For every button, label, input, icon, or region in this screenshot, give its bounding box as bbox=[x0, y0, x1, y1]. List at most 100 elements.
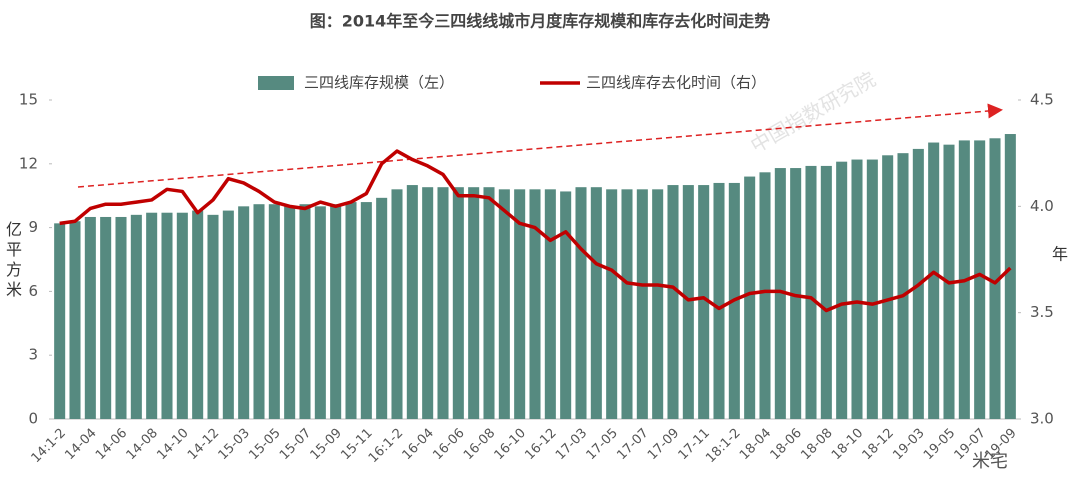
x-tick-label: 18-10 bbox=[829, 426, 866, 463]
bar bbox=[544, 189, 556, 419]
x-tick-label: 14-10 bbox=[154, 426, 191, 463]
bar bbox=[299, 204, 311, 419]
bar bbox=[376, 197, 388, 419]
legend-label: 三四线库存去化时间（右） bbox=[586, 74, 766, 92]
bar bbox=[805, 165, 817, 419]
x-tick-label: 16-04 bbox=[400, 426, 437, 463]
bar bbox=[130, 214, 142, 419]
bar bbox=[238, 206, 250, 419]
bar bbox=[851, 159, 863, 419]
x-tick-label: 14-04 bbox=[62, 426, 99, 463]
bar bbox=[391, 189, 403, 419]
x-tick-label: 19-03 bbox=[890, 426, 927, 463]
bar bbox=[406, 185, 418, 419]
bar bbox=[54, 223, 66, 419]
bar bbox=[897, 153, 909, 419]
bar bbox=[774, 168, 786, 419]
y2-tick-label: 3.5 bbox=[1030, 303, 1054, 321]
x-tick-label: 16-12 bbox=[522, 426, 559, 463]
bar bbox=[974, 140, 986, 419]
bar bbox=[790, 168, 802, 419]
bar bbox=[69, 221, 81, 419]
y-tick-label: 12 bbox=[19, 154, 38, 172]
y2-tick-label: 3.0 bbox=[1030, 410, 1054, 428]
y-tick-label: 15 bbox=[19, 91, 38, 109]
bar bbox=[115, 216, 127, 419]
x-tick-label: 16-10 bbox=[492, 426, 529, 463]
x-tick-label: 18:1-2 bbox=[703, 426, 743, 466]
x-tick-label: 15-03 bbox=[216, 426, 253, 463]
x-tick-label: 14-08 bbox=[124, 426, 161, 463]
x-tick-label: 17-07 bbox=[614, 426, 651, 463]
logo: 米宅 bbox=[972, 451, 1008, 472]
bar bbox=[268, 204, 280, 419]
bar bbox=[1004, 134, 1016, 419]
x-tick-label: 16-06 bbox=[430, 426, 467, 463]
y-axis-label: 亿平方米 bbox=[6, 220, 22, 299]
bar bbox=[667, 185, 679, 419]
bar bbox=[468, 187, 480, 419]
bar bbox=[437, 187, 449, 419]
bar bbox=[483, 187, 495, 419]
x-tick-label: 15-09 bbox=[308, 426, 345, 463]
bar bbox=[636, 189, 648, 419]
bar bbox=[284, 206, 296, 419]
bar bbox=[84, 216, 96, 419]
bar bbox=[560, 191, 572, 419]
bar bbox=[314, 206, 326, 419]
x-tick-label: 16:1-2 bbox=[366, 426, 406, 466]
bar bbox=[698, 185, 710, 419]
bar bbox=[360, 202, 372, 419]
legend-label: 三四线库存规模（左） bbox=[304, 74, 454, 92]
bar bbox=[345, 202, 357, 419]
bar bbox=[989, 138, 1001, 419]
bar bbox=[820, 165, 832, 419]
x-tick-label: 14-12 bbox=[185, 426, 222, 463]
x-tick-label: 14:1-2 bbox=[29, 426, 69, 466]
bar bbox=[161, 212, 173, 419]
x-tick-label: 19-05 bbox=[921, 426, 958, 463]
x-tick-label: 17-03 bbox=[553, 426, 590, 463]
bar bbox=[422, 187, 434, 419]
bar bbox=[928, 142, 940, 420]
bar bbox=[529, 189, 541, 419]
y2-tick-label: 4.5 bbox=[1030, 91, 1054, 109]
x-tick-label: 17-09 bbox=[645, 426, 682, 463]
bar bbox=[192, 210, 204, 419]
bar bbox=[100, 216, 112, 419]
watermark: 中国指数研究院 bbox=[746, 67, 879, 158]
legend-swatch bbox=[258, 76, 294, 90]
bar bbox=[330, 204, 342, 419]
x-tick-label: 18-12 bbox=[860, 426, 897, 463]
bar bbox=[575, 187, 587, 419]
y-tick-label: 3 bbox=[28, 346, 38, 364]
x-tick-label: 18-06 bbox=[768, 426, 805, 463]
bar bbox=[652, 189, 664, 419]
bar bbox=[836, 161, 848, 419]
line bbox=[59, 149, 1012, 313]
chart-title: 图：2014年至今三四线线城市月度库存规模和库存去化时间走势 bbox=[310, 12, 771, 31]
x-tick-label: 16-08 bbox=[461, 426, 498, 463]
bar bbox=[146, 212, 158, 419]
bar bbox=[222, 210, 234, 419]
x-tick-label: 18-08 bbox=[798, 426, 835, 463]
bar bbox=[590, 187, 602, 419]
bar bbox=[759, 172, 771, 419]
bar bbox=[682, 185, 694, 419]
y-tick-label: 0 bbox=[28, 410, 38, 428]
y-tick-label: 6 bbox=[28, 282, 38, 300]
bar bbox=[498, 189, 510, 419]
bar bbox=[744, 176, 756, 419]
bar bbox=[882, 155, 894, 419]
bar bbox=[176, 212, 188, 419]
bar bbox=[606, 189, 618, 419]
y-tick-label: 9 bbox=[28, 218, 38, 236]
x-tick-label: 15-07 bbox=[277, 426, 314, 463]
bar bbox=[207, 214, 219, 419]
bar bbox=[253, 204, 265, 419]
x-tick-label: 15-05 bbox=[246, 426, 283, 463]
y2-axis-label: 年 bbox=[1052, 245, 1068, 264]
bar bbox=[621, 189, 633, 419]
x-tick-label: 17-05 bbox=[584, 426, 621, 463]
